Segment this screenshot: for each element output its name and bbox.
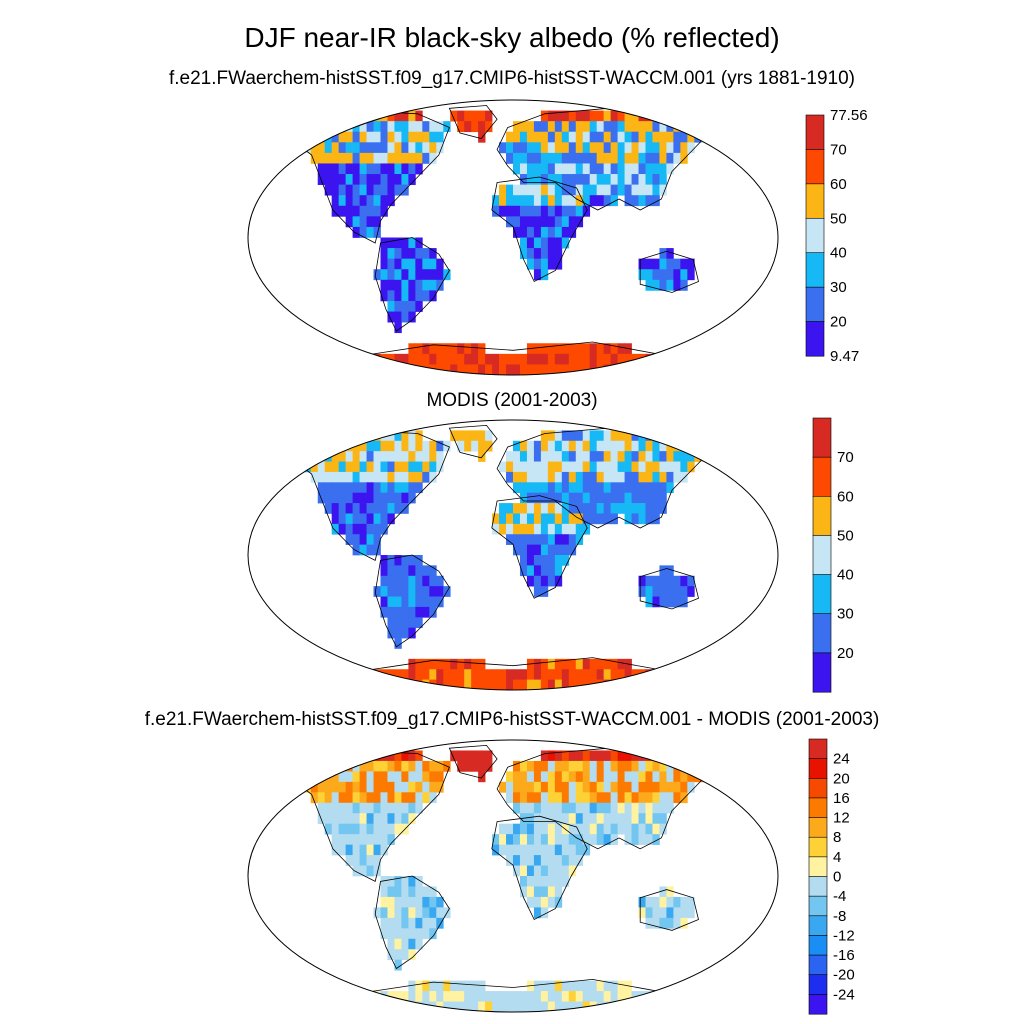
colorbar-segment xyxy=(808,738,828,760)
colorbar-segment xyxy=(808,777,828,799)
colorbar-segment xyxy=(808,935,828,956)
colorbar-label: 16 xyxy=(833,790,850,807)
panel-2-title: MODIS (2001-2003) xyxy=(426,390,598,411)
colorbar-segment xyxy=(808,954,828,976)
coastline-samerica xyxy=(374,237,450,332)
colorbar-label: -16 xyxy=(833,947,855,964)
globe-outline xyxy=(247,419,779,691)
colorbar-label: 0 xyxy=(833,869,841,886)
coastline-africa xyxy=(491,176,588,283)
colorbar-label: -20 xyxy=(833,967,855,984)
coastline-australia xyxy=(639,250,699,293)
colorbar-label: 77.56 xyxy=(830,107,868,124)
colorbar-label: 70 xyxy=(830,141,847,158)
colorbar-segment xyxy=(808,994,828,1015)
coastline-samerica xyxy=(374,875,450,970)
coastline-antarctica xyxy=(342,341,684,375)
main-title: DJF near-IR black-sky albedo (% reflecte… xyxy=(244,22,780,53)
colorbar-label: 20 xyxy=(833,770,850,787)
colorbar-label: 8 xyxy=(833,829,841,846)
colorbar-label: -24 xyxy=(833,986,855,1003)
colorbar: 20 30 40 50 60 70 xyxy=(812,417,854,693)
colorbar-label: -8 xyxy=(833,908,846,925)
coastline-namerica xyxy=(289,110,450,244)
colorbar-label: 20 xyxy=(837,645,854,662)
colorbar-label: 4 xyxy=(833,849,841,866)
coastline-greenland xyxy=(448,424,498,459)
colorbar-label: -12 xyxy=(833,927,855,944)
colorbar-label: 60 xyxy=(837,488,854,505)
colorbar-label: 30 xyxy=(837,606,854,623)
coastline-australia xyxy=(639,889,699,931)
coastline-africa xyxy=(491,495,588,599)
colorbar-segment xyxy=(808,836,828,858)
coastline-antarctica xyxy=(342,978,684,1012)
colorbar-label: 60 xyxy=(830,176,847,193)
coastline-samerica xyxy=(374,554,450,648)
colorbar-label: 40 xyxy=(830,245,847,262)
colorbar-segment xyxy=(808,876,828,897)
colorbar-segment xyxy=(812,652,832,693)
coastline-greenland xyxy=(448,744,498,779)
colorbar-label: 30 xyxy=(830,279,847,296)
colorbar-segment xyxy=(808,915,828,936)
colorbar-label: 50 xyxy=(837,527,854,544)
coastlines xyxy=(289,744,716,1012)
colorbar-segment xyxy=(808,758,828,779)
land-cells xyxy=(289,750,716,1012)
colorbar-label: 40 xyxy=(837,567,854,584)
colorbar-label: 9.47 xyxy=(830,348,859,365)
colorbar-segment xyxy=(808,974,828,995)
coastline-namerica xyxy=(289,750,450,882)
panel-3-title: f.e21.FWaerchem-histSST.f09_g17.CMIP6-hi… xyxy=(144,709,880,730)
coastline-antarctica xyxy=(342,657,684,690)
colorbar-label: 12 xyxy=(833,810,850,827)
globe-outline xyxy=(247,739,779,1013)
colorbar-segment xyxy=(808,856,828,877)
globe-outline xyxy=(247,99,779,376)
coastline-australia xyxy=(639,568,699,610)
colorbar-label: -4 xyxy=(833,888,846,905)
colorbar-segment xyxy=(808,895,828,917)
coastline-namerica xyxy=(289,430,450,561)
colorbar-label: 20 xyxy=(830,314,847,331)
panel-1-title: f.e21.FWaerchem-histSST.f09_g17.CMIP6-hi… xyxy=(168,68,855,89)
coastline-africa xyxy=(491,815,588,921)
colorbar: 9.47 20 30 40 50 60 70 77.56 xyxy=(805,107,868,365)
colorbar-label: 24 xyxy=(833,751,850,768)
colorbar-segment xyxy=(808,797,828,819)
colorbar-label: 70 xyxy=(837,449,854,466)
colorbar-segment xyxy=(808,817,828,838)
colorbar-segment xyxy=(805,321,825,357)
colorbar: -24 -20 -16 -12 -8 -4 0 4 8 12 16 20 24 xyxy=(808,738,855,1015)
coastline-greenland xyxy=(448,105,498,139)
colorbar-label: 50 xyxy=(830,210,847,227)
